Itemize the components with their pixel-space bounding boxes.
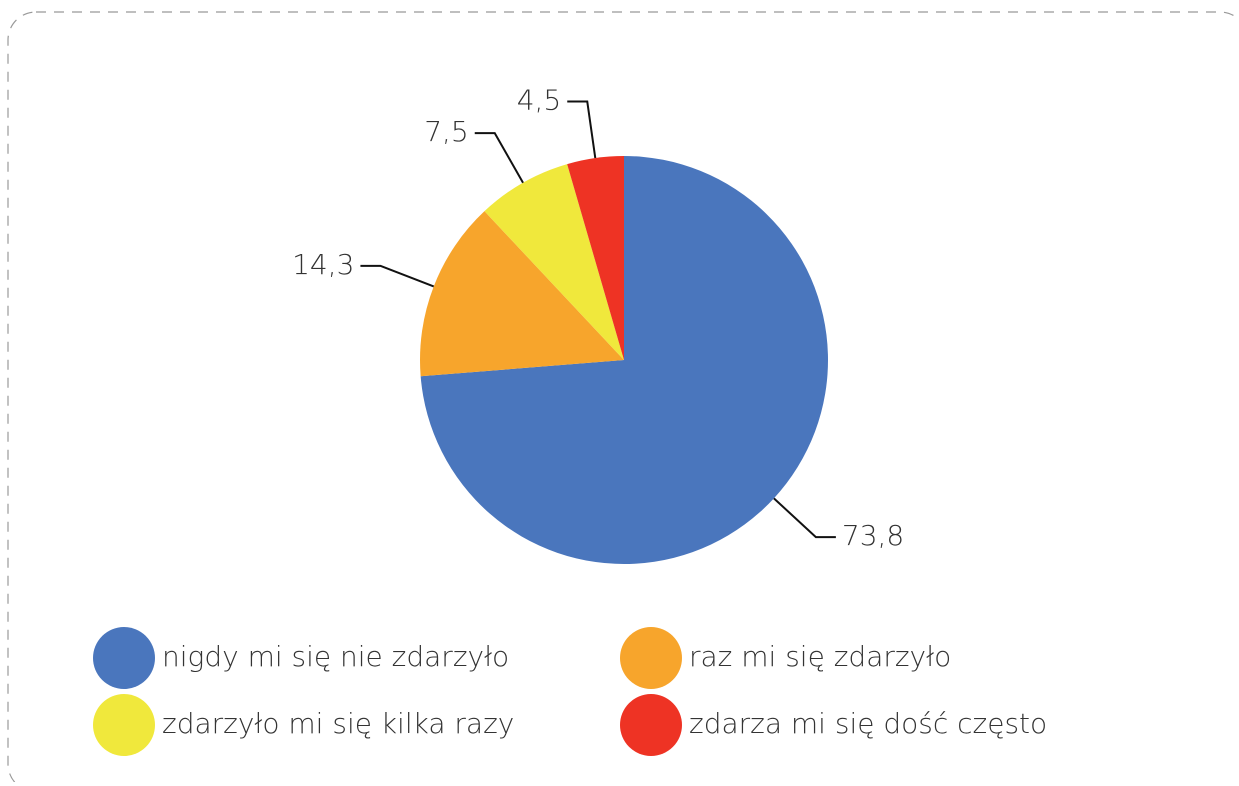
data-label: 73,8	[842, 519, 904, 552]
legend-swatch	[93, 627, 155, 689]
leader-line	[474, 132, 524, 184]
pie-slice	[420, 211, 624, 377]
legend-label: zdarza mi się dość często	[689, 707, 1047, 740]
data-label: 7,5	[424, 115, 469, 148]
legend-label: nigdy mi się nie zdarzyło	[162, 640, 509, 673]
pie-slice	[420, 156, 829, 564]
pie-slice	[567, 156, 624, 360]
legend-label: zdarzyło mi się kilka razy	[162, 707, 514, 740]
legend-label: raz mi się zdarzyło	[689, 640, 951, 673]
legend-swatch	[620, 694, 682, 756]
legend-swatch	[93, 694, 155, 756]
leader-line	[360, 264, 435, 288]
data-label: 4,5	[517, 83, 562, 116]
legend-swatch	[620, 627, 682, 689]
leader-line	[567, 100, 597, 159]
data-label: 14,3	[292, 248, 354, 281]
frame	[7, 11, 1239, 786]
leader-line	[773, 497, 836, 539]
pie-slice	[484, 164, 624, 360]
